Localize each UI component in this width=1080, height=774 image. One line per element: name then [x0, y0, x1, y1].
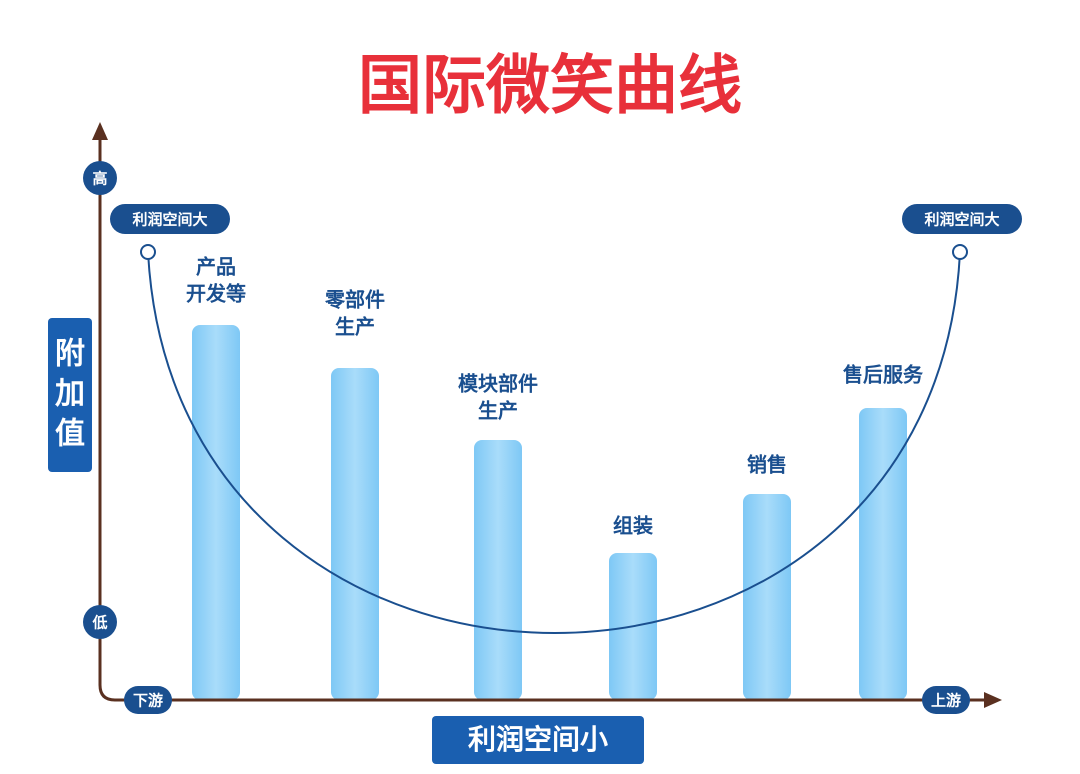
y-arrow	[92, 122, 108, 140]
badge	[922, 686, 970, 714]
badge	[124, 686, 172, 714]
y-high: 高	[92, 170, 107, 188]
x-arrow	[984, 692, 1002, 708]
badge	[83, 161, 117, 195]
bar	[859, 408, 907, 700]
y-label-char: 附	[55, 337, 85, 372]
bar	[474, 440, 522, 700]
y-label-box	[48, 318, 92, 472]
y-low: 低	[91, 614, 107, 632]
x-left: 下游	[133, 692, 163, 710]
bar	[192, 325, 240, 700]
curve-end	[952, 244, 968, 260]
stage-label: 组装	[613, 514, 653, 538]
stage-label: 售后服务	[843, 363, 924, 387]
bars	[192, 325, 907, 700]
stage-label: 零部件	[324, 288, 385, 312]
curve-end	[140, 244, 156, 260]
stage-label: 产品	[196, 255, 236, 279]
axes	[98, 130, 990, 702]
badge	[110, 204, 230, 234]
stage-label: 生产	[335, 315, 375, 339]
bar	[331, 368, 379, 700]
end-right: 利润空间大	[924, 211, 999, 229]
stage-label: 生产	[478, 399, 518, 423]
badge	[83, 605, 117, 639]
end-left: 利润空间大	[132, 211, 207, 229]
x-label-box	[432, 716, 644, 764]
y-label-char: 值	[55, 417, 85, 452]
bar	[743, 494, 791, 700]
stage-label: 销售	[747, 453, 787, 477]
title: 国际微笑曲线	[358, 50, 742, 124]
curve	[147, 251, 961, 634]
x-right: 上游	[931, 692, 961, 710]
y-label-char: 加	[55, 377, 85, 412]
stage-label: 模块部件	[458, 372, 538, 396]
stage-label: 开发等	[186, 282, 246, 306]
badge	[902, 204, 1022, 234]
x-label: 利润空间小	[468, 723, 608, 756]
